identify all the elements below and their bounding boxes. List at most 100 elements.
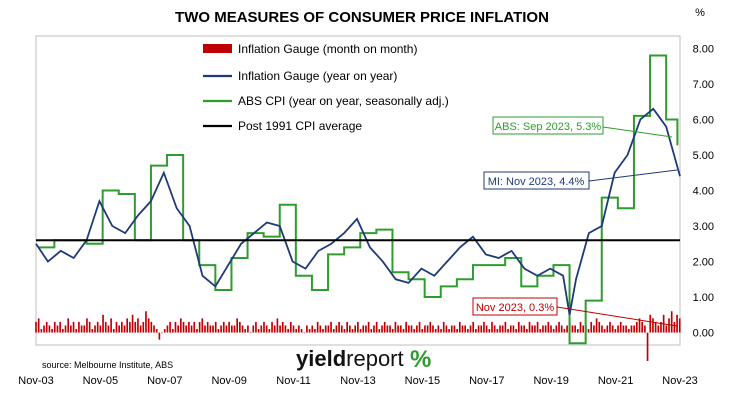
monthly-bar xyxy=(137,318,139,333)
monthly-bar xyxy=(263,321,265,333)
monthly-bar xyxy=(421,329,424,333)
monthly-bar xyxy=(56,325,59,333)
monthly-bar xyxy=(367,321,370,333)
monthly-bar xyxy=(528,321,531,333)
monthly-bar xyxy=(332,329,335,333)
monthly-bar xyxy=(287,329,289,333)
monthly-bar xyxy=(660,321,662,333)
monthly-bar xyxy=(284,325,287,333)
monthly-bar xyxy=(214,321,217,333)
logo-part-yield: yield xyxy=(296,346,346,371)
monthly-bar xyxy=(576,329,579,333)
monthly-bar xyxy=(346,321,348,333)
x-tick-label: Nov-11 xyxy=(276,375,311,387)
monthly-bar xyxy=(255,321,257,333)
monthly-bar xyxy=(188,321,190,333)
monthly-bar xyxy=(469,325,472,333)
monthly-bar xyxy=(335,325,338,333)
y-tick-label: 2.00 xyxy=(693,257,714,269)
monthly-bar xyxy=(504,321,507,333)
monthly-bar xyxy=(630,325,633,333)
monthly-bar xyxy=(316,321,319,333)
monthly-bar xyxy=(118,325,120,333)
monthly-bars xyxy=(35,311,681,361)
monthly-bar xyxy=(107,325,110,333)
monthly-bar xyxy=(477,325,480,333)
monthly-bar xyxy=(625,325,627,333)
monthly-bar xyxy=(587,329,590,333)
logo-text: yieldreport xyxy=(296,346,404,371)
monthly-bar xyxy=(348,325,351,333)
x-tick-label: Nov-19 xyxy=(533,375,568,387)
monthly-bar xyxy=(45,321,48,333)
monthly-bar xyxy=(72,321,75,333)
monthly-bar xyxy=(83,325,86,333)
monthly-bar xyxy=(190,325,193,333)
monthly-bar xyxy=(110,318,112,333)
monthly-bar xyxy=(177,325,179,333)
monthly-bar xyxy=(338,321,340,333)
annotation-box-monthly xyxy=(472,297,558,316)
monthly-bar xyxy=(633,325,635,333)
monthly-bar xyxy=(64,325,67,333)
monthly-bar xyxy=(413,329,416,333)
monthly-bar xyxy=(295,329,298,333)
annotation-leader-abs xyxy=(602,126,673,138)
monthly-bar xyxy=(563,329,566,333)
monthly-bar xyxy=(434,329,437,333)
monthly-bar xyxy=(464,325,466,333)
monthly-bar xyxy=(161,332,163,334)
monthly-bar xyxy=(654,321,657,333)
y-axis-unit: % xyxy=(695,7,705,19)
monthly-bar xyxy=(249,332,252,334)
monthly-bar xyxy=(488,329,491,333)
logo-percent-icon: % xyxy=(410,346,431,373)
monthly-bar xyxy=(94,325,96,333)
monthly-bar xyxy=(220,325,222,333)
y-tick-label: 8.00 xyxy=(693,43,714,55)
monthly-bar xyxy=(617,325,619,333)
monthly-bar xyxy=(145,311,147,333)
monthly-bar xyxy=(560,325,563,333)
x-tick-label: Nov-07 xyxy=(147,375,182,387)
annotation-box-mi xyxy=(483,171,590,190)
yieldreport-logo: yieldreport % xyxy=(296,346,431,373)
monthly-bar xyxy=(668,318,670,333)
monthly-bar xyxy=(78,321,80,333)
monthly-bar xyxy=(166,325,169,333)
legend: Inflation Gauge (month on month) Inflati… xyxy=(203,42,449,133)
legend-label-abs: ABS CPI (year on year, seasonally adj.) xyxy=(238,94,449,108)
monthly-bar xyxy=(322,329,324,333)
monthly-bar xyxy=(507,329,509,333)
monthly-bar xyxy=(416,325,418,333)
series-lines xyxy=(35,54,681,345)
monthly-bar xyxy=(75,329,78,333)
monthly-bar xyxy=(61,329,64,333)
monthly-bar xyxy=(121,321,123,333)
monthly-bar xyxy=(35,321,37,333)
monthly-bar xyxy=(171,329,174,333)
monthly-bar xyxy=(593,325,595,333)
monthly-bar xyxy=(134,321,137,333)
monthly-bar xyxy=(542,325,544,333)
annotation-leader-mi xyxy=(588,169,678,182)
monthly-bar xyxy=(48,325,51,333)
monthly-bar xyxy=(552,329,555,333)
monthly-bar xyxy=(228,321,230,333)
monthly-bar xyxy=(201,318,204,333)
monthly-bar xyxy=(204,325,206,333)
monthly-bar xyxy=(405,321,407,333)
annotation-mi: MI: Nov 2023, 4.4% xyxy=(488,176,585,188)
monthly-bar xyxy=(196,329,198,333)
x-tick-label: Nov-15 xyxy=(405,375,440,387)
monthly-bar xyxy=(303,332,306,334)
legend-swatch-monthly xyxy=(203,44,232,53)
monthly-bar xyxy=(515,329,517,333)
monthly-bar xyxy=(402,329,405,333)
monthly-bar xyxy=(265,325,268,333)
monthly-bar xyxy=(43,325,45,333)
monthly-bar xyxy=(185,325,188,333)
monthly-bar xyxy=(397,325,399,333)
monthly-bar xyxy=(174,321,177,333)
